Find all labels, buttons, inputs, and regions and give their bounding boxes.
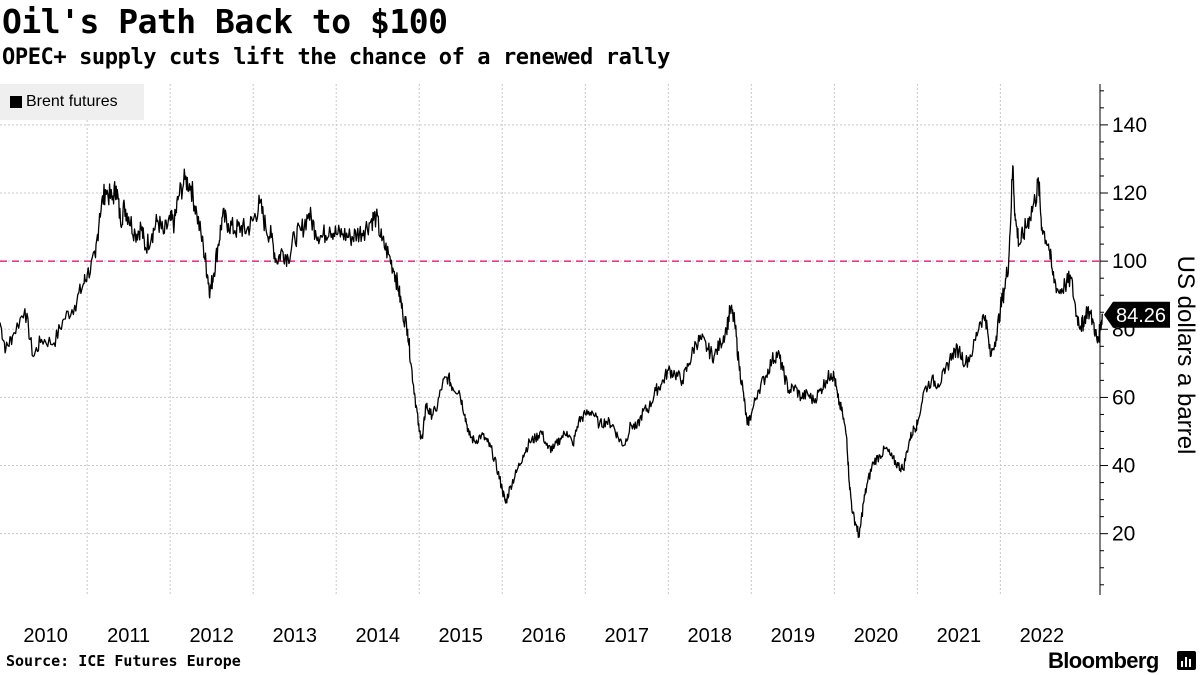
x-tick-label-2021: 2021 — [937, 625, 982, 647]
y-tick-label-20: 20 — [1112, 523, 1135, 546]
series-layer — [0, 165, 1104, 538]
y-tick-label-140: 140 — [1112, 114, 1147, 137]
x-tick-label-2018: 2018 — [688, 625, 733, 647]
legend-swatch-brent — [10, 96, 22, 108]
badge-layer: 84.26 — [1104, 301, 1170, 328]
x-tick-label-2013: 2013 — [272, 625, 317, 647]
x-tick-label-2010: 2010 — [23, 625, 68, 647]
chart-title: Oil's Path Back to $100 — [2, 2, 448, 41]
chart-subtitle: OPEC+ supply cuts lift the chance of a r… — [2, 45, 670, 70]
x-tick-label-2016: 2016 — [522, 625, 567, 647]
y-tick-label-120: 120 — [1112, 182, 1147, 205]
legend: Brent futures — [0, 84, 144, 120]
x-tick-label-2014: 2014 — [355, 625, 400, 647]
y-tick-label-60: 60 — [1112, 386, 1135, 409]
brand-logo-text: Bloomberg — [1048, 648, 1159, 673]
x-tick-label-2015: 2015 — [439, 625, 484, 647]
grid-layer — [0, 84, 1100, 595]
x-tick-label-2017: 2017 — [605, 625, 650, 647]
y-tick-label-40: 40 — [1112, 455, 1135, 478]
source-note: Source: ICE Futures Europe — [6, 652, 241, 670]
x-tick-label-2012: 2012 — [189, 625, 234, 647]
y-axis-label: US dollars a barrel — [1172, 255, 1199, 455]
x-tick-label-2011: 2011 — [107, 625, 150, 647]
series-line-0 — [0, 165, 1104, 538]
x-tick-label-2020: 2020 — [854, 625, 899, 647]
last-value-label: 84.26 — [1116, 305, 1166, 327]
legend-label-brent: Brent futures — [26, 93, 118, 110]
x-tick-label-2019: 2019 — [771, 625, 816, 647]
last-value-badge — [1104, 301, 1170, 328]
x-tick-label-2022: 2022 — [1020, 625, 1065, 647]
bloomberg-bars-icon — [1177, 651, 1196, 670]
y-tick-label-100: 100 — [1112, 250, 1147, 273]
